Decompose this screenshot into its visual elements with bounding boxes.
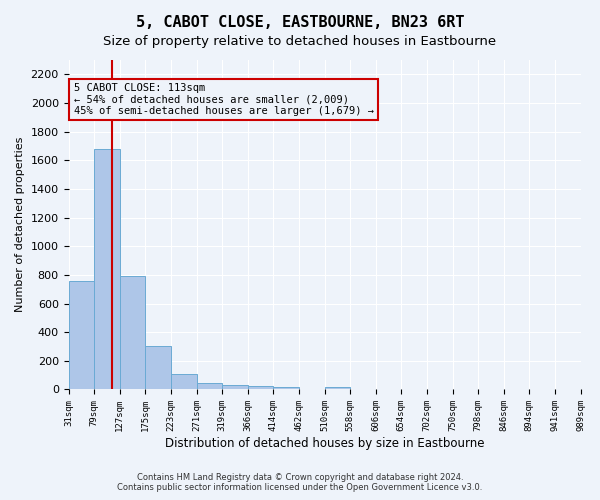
Bar [68, 280, 94, 390]
Bar [197, 383, 222, 390]
Y-axis label: Number of detached properties: Number of detached properties [15, 137, 25, 312]
X-axis label: Distribution of detached houses by size in Eastbourne: Distribution of detached houses by size … [165, 437, 484, 450]
Bar [325, 386, 350, 390]
Bar [145, 346, 171, 390]
Text: Contains public sector information licensed under the Open Government Licence v3: Contains public sector information licen… [118, 484, 482, 492]
Text: Size of property relative to detached houses in Eastbourne: Size of property relative to detached ho… [103, 35, 497, 48]
Text: 5, CABOT CLOSE, EASTBOURNE, BN23 6RT: 5, CABOT CLOSE, EASTBOURNE, BN23 6RT [136, 15, 464, 30]
Bar [248, 386, 274, 390]
Text: Contains HM Land Registry data © Crown copyright and database right 2024.: Contains HM Land Registry data © Crown c… [137, 474, 463, 482]
Text: 5 CABOT CLOSE: 113sqm
← 54% of detached houses are smaller (2,009)
45% of semi-d: 5 CABOT CLOSE: 113sqm ← 54% of detached … [74, 83, 374, 116]
Bar [171, 374, 197, 390]
Bar [94, 149, 120, 390]
Bar [222, 385, 248, 390]
Bar [120, 276, 145, 390]
Bar [274, 386, 299, 390]
